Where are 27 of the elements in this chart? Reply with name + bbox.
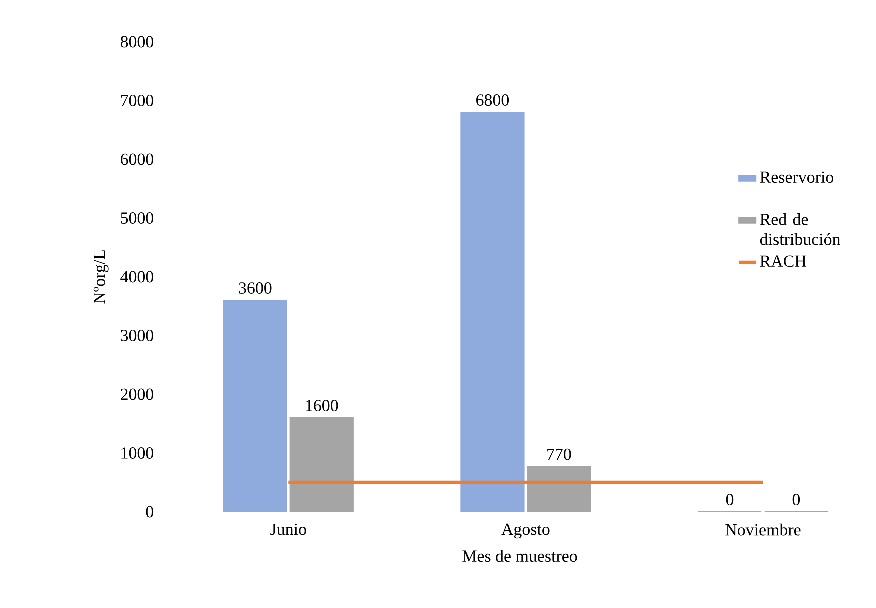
y-tick-label: 1000 bbox=[122, 448, 154, 459]
bar bbox=[290, 417, 354, 512]
data-label: 770 bbox=[548, 448, 572, 460]
y-tick-label: 6000 bbox=[121, 154, 154, 166]
legend-label: Reservorio bbox=[760, 172, 834, 184]
x-tick-label: Junio bbox=[270, 524, 306, 536]
y-tick-label: 7000 bbox=[121, 95, 154, 106]
legend-label: Red de distribución bbox=[760, 213, 841, 246]
x-tick-label: Noviembre bbox=[726, 524, 801, 536]
legend-label: RACH bbox=[760, 256, 806, 268]
y-tick-label: 8000 bbox=[120, 36, 154, 48]
y-tick-label: 4000 bbox=[120, 271, 154, 283]
data-label: 6800 bbox=[476, 94, 510, 106]
x-axis-title: Mes de muestreo bbox=[462, 550, 578, 562]
y-tick-label: 2000 bbox=[121, 388, 154, 400]
bar bbox=[223, 300, 288, 512]
bar bbox=[460, 112, 525, 512]
data-label: 3600 bbox=[239, 282, 272, 294]
data-label: 0 bbox=[792, 494, 800, 506]
bar bbox=[527, 466, 592, 512]
data-label: 1600 bbox=[306, 400, 338, 412]
y-axis-title: Nºorg/L bbox=[94, 250, 109, 304]
x-tick-label: Agosto bbox=[502, 524, 550, 539]
y-tick-label: 0 bbox=[146, 506, 154, 518]
y-tick-label: 5000 bbox=[121, 212, 154, 224]
data-label: 0 bbox=[726, 494, 734, 506]
y-tick-label: 3000 bbox=[121, 330, 154, 342]
